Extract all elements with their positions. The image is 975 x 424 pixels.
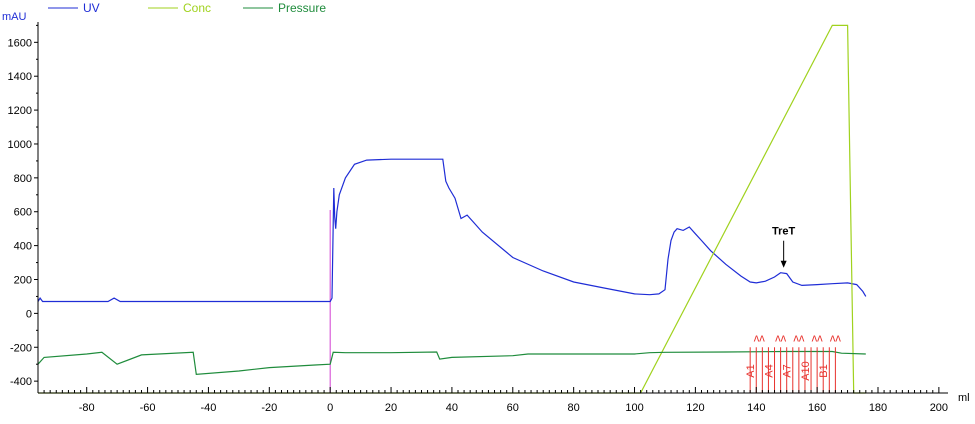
legend: mAU UV Conc Pressure bbox=[2, 1, 326, 23]
legend-label-uv: UV bbox=[83, 1, 100, 15]
x-axis-unit-label: ml bbox=[958, 392, 970, 404]
series-line-pressure bbox=[37, 350, 866, 376]
x-tick-label: 0 bbox=[327, 402, 333, 414]
x-tick-label: -40 bbox=[200, 402, 216, 414]
fraction-marker: ʌʌ bbox=[830, 332, 842, 344]
fraction-label: A7 bbox=[782, 364, 794, 377]
fraction-marker: ʌʌ bbox=[775, 332, 787, 344]
x-tick-label: 140 bbox=[747, 402, 765, 414]
x-tick-label: 60 bbox=[507, 402, 519, 414]
x-tick-label: -60 bbox=[140, 402, 156, 414]
x-tick-label: 180 bbox=[869, 402, 887, 414]
y-tick-label: -400 bbox=[10, 376, 32, 388]
y-tick-label: 400 bbox=[14, 241, 32, 253]
y-tick-label: 1200 bbox=[8, 105, 32, 117]
series-line-uv bbox=[37, 158, 867, 303]
peak-annotation-label: TreT bbox=[772, 226, 796, 238]
fraction-label: A10 bbox=[800, 361, 812, 381]
legend-label-conc: Conc bbox=[183, 1, 211, 15]
y-tick-label: 1600 bbox=[8, 37, 32, 49]
x-tick-label: 200 bbox=[930, 402, 948, 414]
fraction-marker: ʌʌ bbox=[754, 332, 766, 344]
x-tick-label: 20 bbox=[385, 402, 397, 414]
axes: -400-20002004006008001000120014001600-80… bbox=[8, 22, 948, 414]
fraction-label: B1 bbox=[818, 364, 830, 377]
y-tick-label: 800 bbox=[14, 173, 32, 185]
y-tick-label: 0 bbox=[26, 308, 32, 320]
x-tick-label: -80 bbox=[79, 402, 95, 414]
x-tick-label: -20 bbox=[261, 402, 277, 414]
y-tick-label: 1400 bbox=[8, 71, 32, 83]
fraction-label: A4 bbox=[763, 364, 775, 377]
y-tick-label: 200 bbox=[14, 274, 32, 286]
fraction-marker: ʌʌ bbox=[812, 332, 824, 344]
x-tick-label: 160 bbox=[808, 402, 826, 414]
annotation-arrow-head bbox=[780, 260, 787, 268]
fraction-label: A1 bbox=[745, 364, 757, 377]
x-tick-label: 40 bbox=[446, 402, 458, 414]
x-tick-label: 100 bbox=[625, 402, 643, 414]
y-tick-label: 600 bbox=[14, 207, 32, 219]
x-tick-label: 120 bbox=[686, 402, 704, 414]
series-line-conc bbox=[38, 24, 866, 394]
y-tick-label: -200 bbox=[10, 342, 32, 354]
y-axis-unit-label: mAU bbox=[2, 11, 27, 23]
x-tick-label: 80 bbox=[568, 402, 580, 414]
legend-label-pressure: Pressure bbox=[278, 1, 326, 15]
fraction-marker: ʌʌ bbox=[793, 332, 805, 344]
y-tick-label: 1000 bbox=[8, 139, 32, 151]
